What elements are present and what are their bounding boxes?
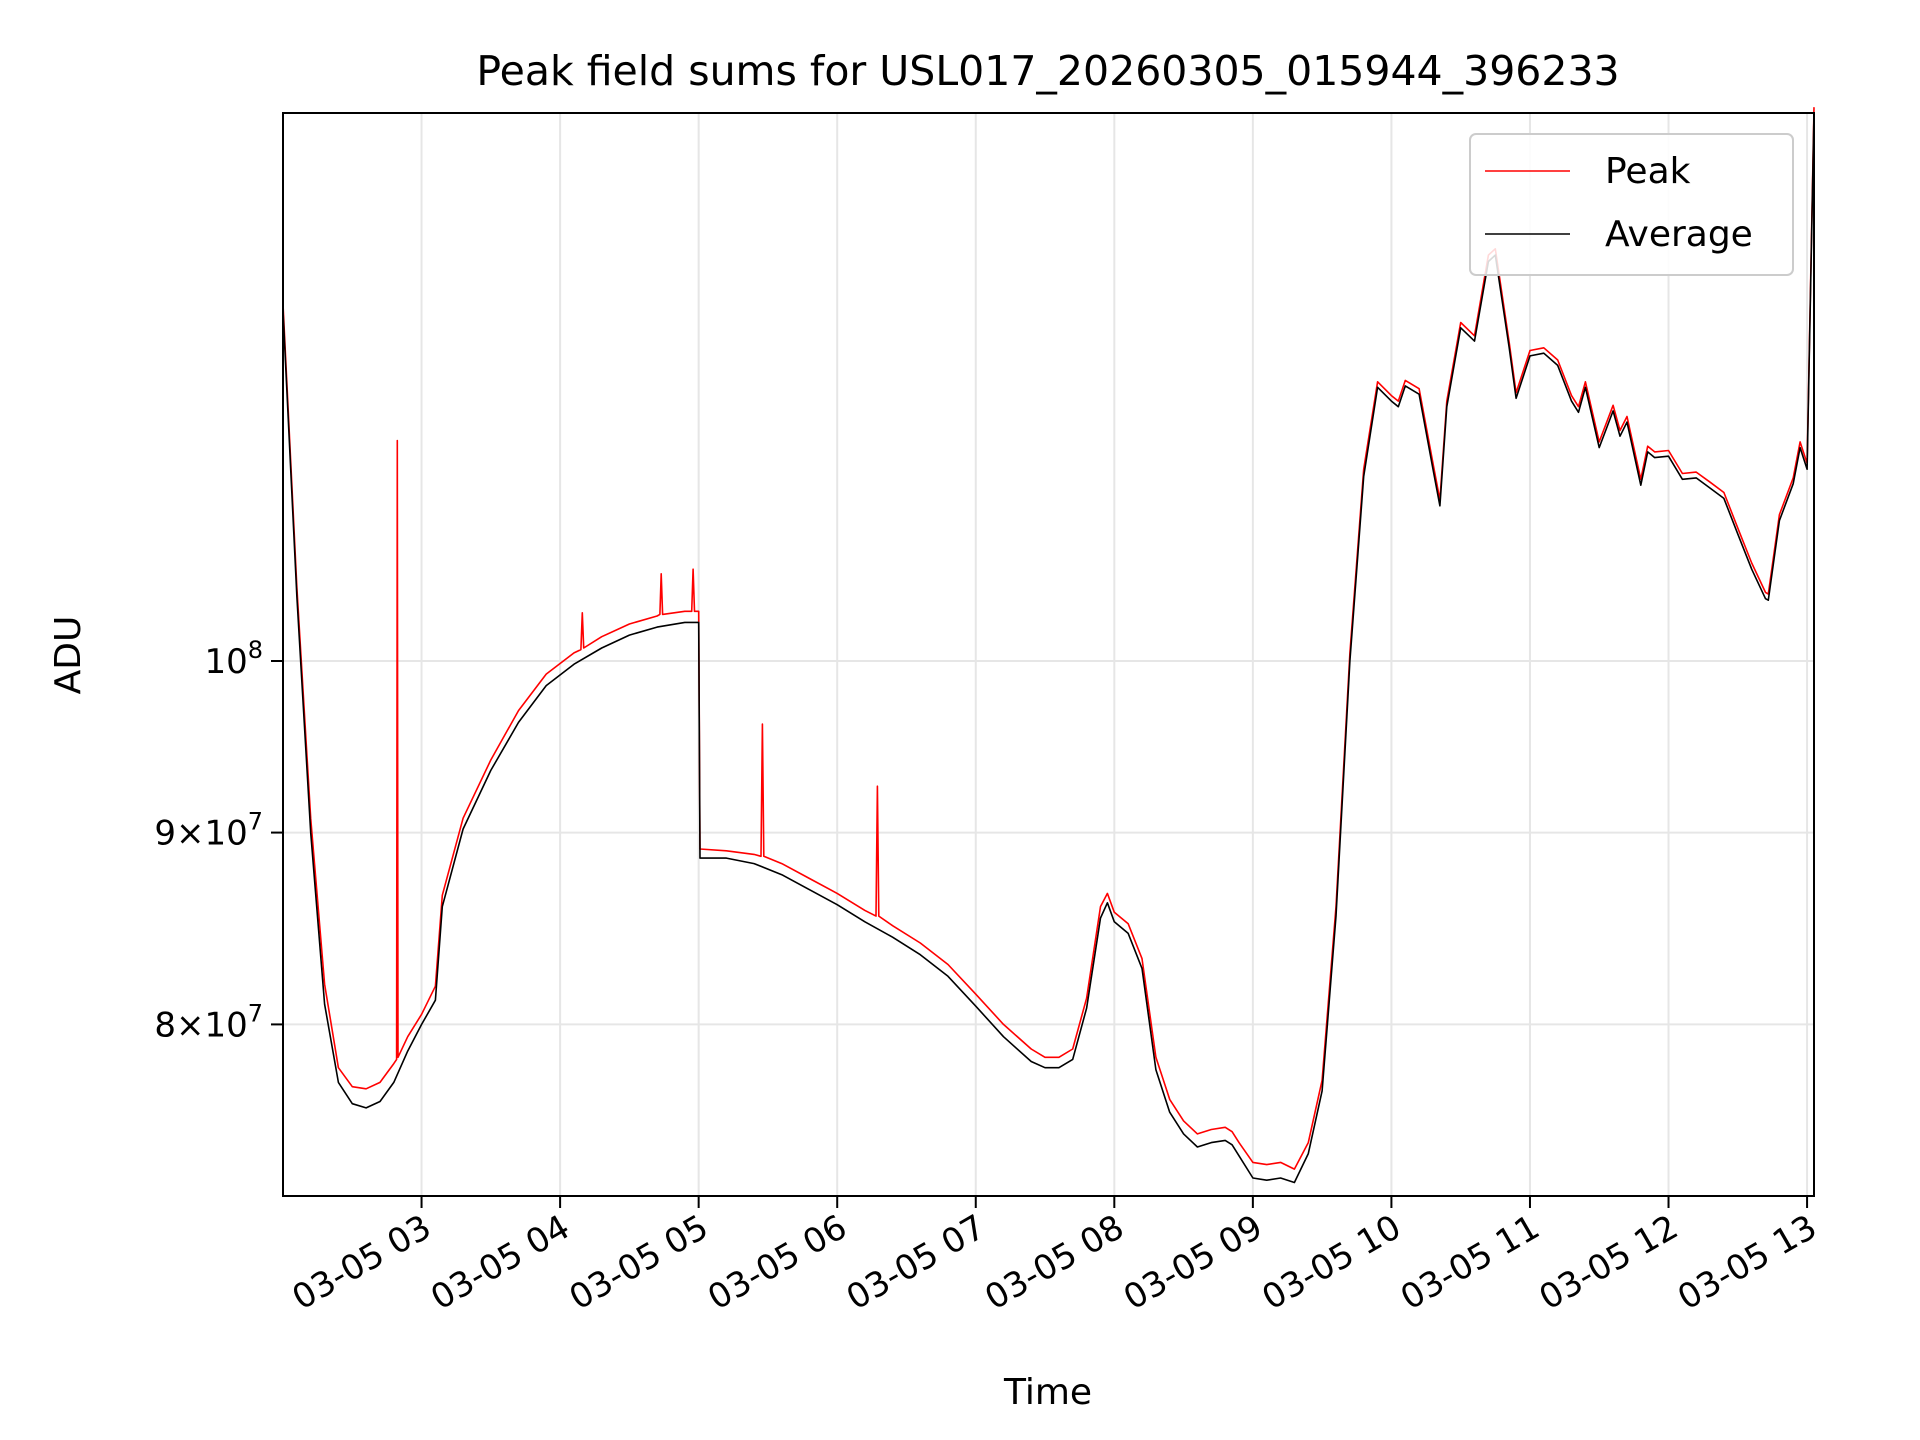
legend: Peak Average (1469, 133, 1794, 276)
series-line-average (282, 112, 1815, 1184)
legend-average-label: Average (1605, 214, 1753, 255)
y-tick-label: 108 (204, 636, 263, 682)
legend-box (1469, 133, 1794, 276)
chart-title: Peak field sums for USL017_20260305_0159… (476, 47, 1619, 95)
plot-lines (282, 107, 1815, 1184)
series-line-peak (282, 107, 1815, 1170)
x-axis-label: Time (1003, 1372, 1092, 1413)
y-tick-label: 9×107 (154, 808, 263, 854)
plot-frame (282, 112, 1815, 1197)
y-axis-ticks: 8×107 9×107 108 (154, 636, 283, 1045)
y-tick-label: 8×107 (154, 999, 263, 1045)
y-axis-label: ADU (48, 616, 89, 695)
legend-peak-label: Peak (1605, 151, 1691, 192)
